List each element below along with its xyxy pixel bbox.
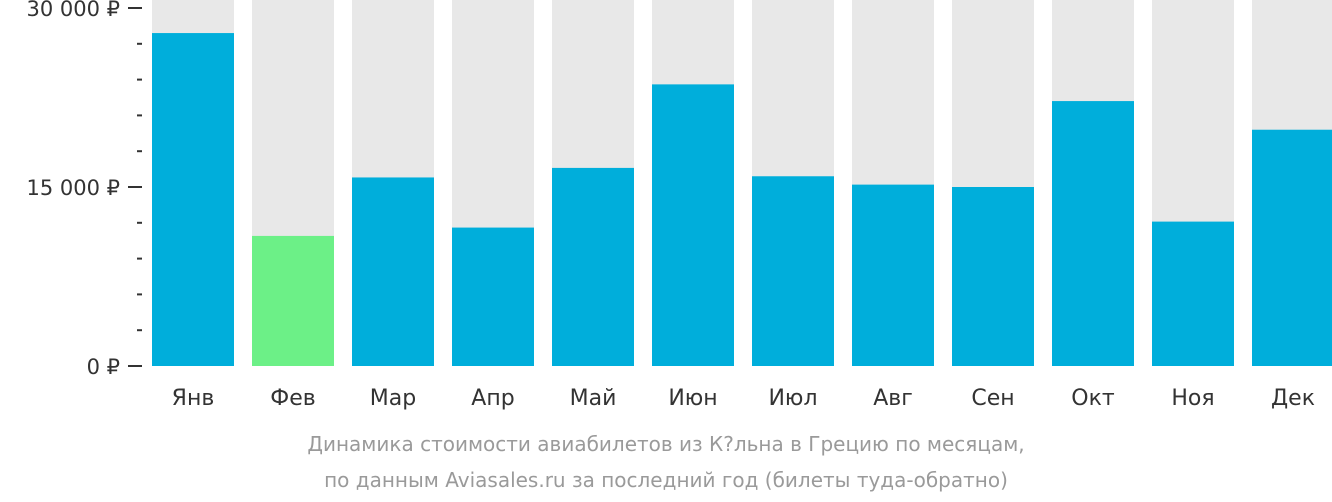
x-tick-label: Сен [971, 386, 1014, 411]
chart-caption-line-1: Динамика стоимости авиабилетов из К?льна… [307, 432, 1025, 456]
bar [452, 227, 534, 366]
y-tick-label: 0 ₽ [87, 355, 120, 379]
bar-highlight [252, 235, 334, 366]
bar [352, 177, 434, 366]
x-tick-label: Окт [1071, 386, 1115, 411]
x-tick-label: Июл [768, 386, 817, 411]
y-tick-label: 15 000 ₽ [26, 176, 120, 200]
x-tick-label: Июн [668, 386, 717, 411]
bar [1152, 221, 1234, 366]
bar [552, 167, 634, 366]
x-tick-label: Авг [873, 386, 913, 411]
x-tick-label: Ноя [1171, 386, 1214, 411]
bar [152, 33, 234, 367]
bar [1052, 101, 1134, 366]
x-tick-label: Янв [172, 386, 215, 411]
bar [1252, 129, 1332, 366]
y-tick-label: 30 000 ₽ [26, 0, 120, 21]
bar [952, 187, 1034, 366]
bar [752, 176, 834, 366]
bar [852, 184, 934, 366]
x-tick-label: Дек [1271, 386, 1315, 411]
x-tick-label: Фев [270, 386, 315, 411]
bar [652, 84, 734, 366]
x-tick-label: Апр [471, 386, 514, 411]
chart-caption-line-2: по данным Aviasales.ru за последний год … [324, 468, 1008, 492]
x-tick-label: Май [570, 386, 617, 411]
x-tick-label: Мар [370, 386, 416, 411]
